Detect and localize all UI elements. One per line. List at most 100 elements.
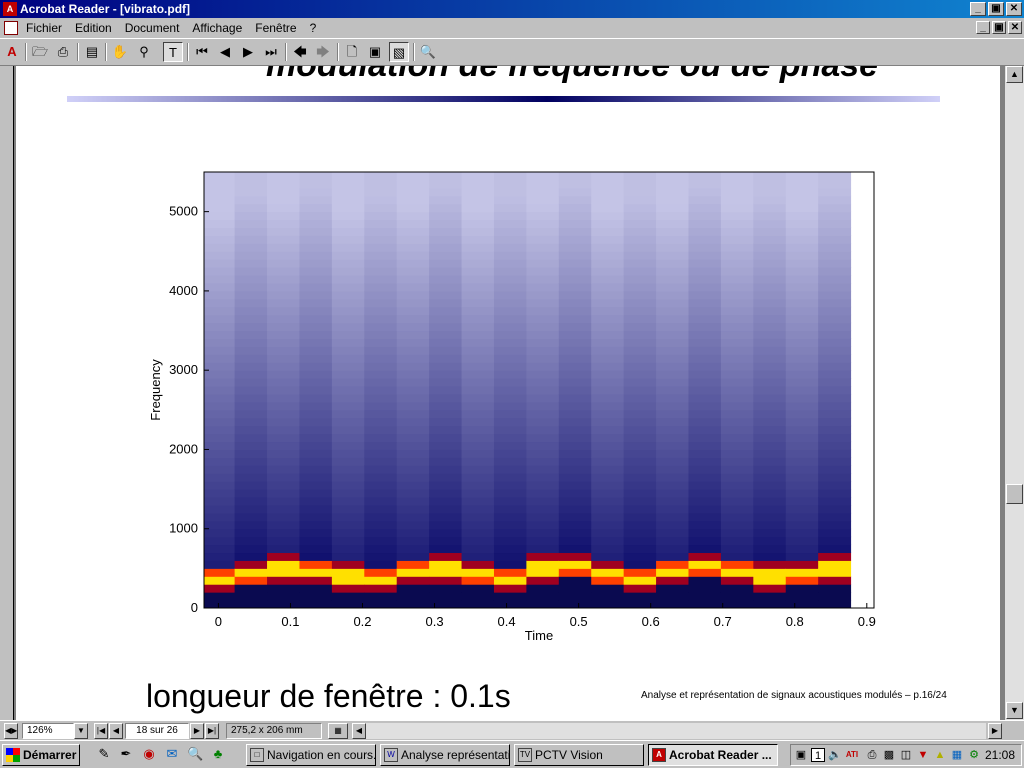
close-button[interactable]: ✕ bbox=[1006, 2, 1022, 16]
browser-icon[interactable]: ◉ bbox=[143, 746, 155, 761]
task-acrobat[interactable]: A Acrobat Reader ... bbox=[648, 744, 778, 766]
text-select-icon[interactable]: T bbox=[163, 42, 183, 62]
speaker-icon[interactable]: 🔈 bbox=[828, 749, 842, 761]
menu-document[interactable]: Document bbox=[124, 21, 180, 35]
heatmap-cell bbox=[623, 584, 657, 593]
hand-tool-icon[interactable]: ✋ bbox=[111, 44, 129, 59]
heatmap-cell bbox=[720, 576, 754, 585]
scroll-thumb[interactable] bbox=[1006, 484, 1023, 504]
acrobat-logo-icon[interactable]: A bbox=[7, 44, 17, 59]
heatmap-cell bbox=[204, 489, 236, 498]
actual-size-icon[interactable]: 🗋 bbox=[346, 44, 358, 59]
heatmap-cell bbox=[591, 465, 625, 474]
heatmap-cell bbox=[234, 481, 268, 490]
doc-restore-button[interactable]: ▣ bbox=[992, 21, 1006, 34]
tool-tray-icon[interactable]: ⚙ bbox=[969, 749, 979, 761]
display-tray-icon[interactable]: ▦ bbox=[951, 749, 963, 761]
heatmap-cell bbox=[623, 449, 657, 458]
heatmap-cell bbox=[234, 600, 268, 609]
drive-icon[interactable]: ◫ bbox=[900, 749, 912, 761]
find-icon[interactable]: 🔍 bbox=[419, 44, 437, 59]
fit-page-icon[interactable]: ▣ bbox=[368, 44, 382, 59]
task-label: PCTV Vision bbox=[535, 748, 603, 762]
next-page-icon[interactable]: ▶ bbox=[243, 44, 253, 59]
zoom-field[interactable]: 126% bbox=[22, 723, 74, 739]
scroll-up-button[interactable]: ▲ bbox=[1006, 66, 1023, 83]
chart-tray-icon[interactable]: ▲ bbox=[934, 749, 946, 761]
prev-page-button[interactable]: ◀ bbox=[109, 723, 123, 739]
menu-help[interactable]: ? bbox=[309, 21, 317, 35]
network-icon[interactable]: ▣ bbox=[795, 749, 807, 761]
monitor-icon[interactable]: ▩ bbox=[883, 749, 895, 761]
heatmap-cell bbox=[753, 187, 787, 197]
menu-fichier[interactable]: Fichier bbox=[26, 21, 63, 35]
heatmap-cell bbox=[591, 172, 625, 181]
task-analyse[interactable]: W Analyse représentati... bbox=[380, 744, 510, 766]
go-forward-icon[interactable]: 🡆 bbox=[316, 44, 330, 59]
heatmap-cell bbox=[753, 330, 787, 339]
document-icon[interactable] bbox=[4, 21, 18, 35]
heatmap-cell bbox=[720, 465, 754, 474]
heatmap-cell bbox=[299, 259, 333, 268]
start-button[interactable]: Démarrer bbox=[2, 744, 80, 766]
zoom-dropdown-button[interactable]: ▼ bbox=[74, 723, 88, 739]
page-indicator[interactable]: 18 sur 26 bbox=[125, 723, 189, 739]
hscroll-left-button[interactable]: ◀ bbox=[352, 723, 366, 739]
doc-close-button[interactable]: ✕ bbox=[1008, 21, 1022, 34]
heatmap-cell bbox=[364, 290, 398, 300]
heatmap-cell bbox=[558, 235, 592, 244]
vertical-scrollbar[interactable]: ▲ ▼ bbox=[1005, 66, 1024, 720]
outlook-icon[interactable]: ✉ bbox=[166, 746, 178, 761]
heatmap-cell bbox=[656, 425, 689, 435]
heatmap-cell bbox=[299, 473, 333, 482]
printer-tray-icon[interactable]: ⎙ bbox=[867, 749, 877, 761]
heatmap-cell bbox=[234, 227, 268, 236]
heatmap-cell bbox=[785, 409, 819, 419]
fit-width-icon[interactable]: ▧ bbox=[389, 42, 409, 62]
navigation-pane-toggle[interactable] bbox=[0, 66, 14, 720]
next-page-button[interactable]: ▶ bbox=[190, 723, 204, 739]
heatmap-cell bbox=[493, 378, 527, 387]
print-icon[interactable]: ⎙ bbox=[57, 44, 69, 59]
hscroll-right-button[interactable]: ▶ bbox=[988, 723, 1002, 739]
previous-page-icon[interactable]: ◀ bbox=[220, 44, 230, 59]
first-page-icon[interactable]: ⏮ bbox=[196, 44, 208, 59]
maximize-button[interactable]: ▣ bbox=[988, 2, 1004, 16]
heatmap-cell bbox=[818, 219, 852, 228]
heatmap-cell bbox=[493, 481, 527, 490]
heatmap-cell bbox=[204, 473, 236, 482]
heatmap-cell bbox=[753, 179, 787, 189]
heatmap-cell bbox=[656, 195, 689, 205]
task-pctv[interactable]: TV PCTV Vision bbox=[514, 744, 644, 766]
zoom-menu-icon[interactable]: ◀▶ bbox=[4, 723, 18, 739]
language-icon[interactable]: 1 bbox=[811, 748, 825, 762]
antivirus-icon[interactable]: ▼ bbox=[917, 749, 929, 761]
clover-icon[interactable]: ♣ bbox=[213, 746, 223, 761]
heatmap-cell bbox=[493, 235, 527, 244]
pen-icon[interactable]: ✒ bbox=[120, 746, 132, 761]
page-only-icon[interactable]: ▤ bbox=[85, 44, 99, 59]
heatmap-cell bbox=[753, 362, 787, 371]
menu-edition[interactable]: Edition bbox=[75, 21, 112, 35]
layout-menu-button[interactable]: ▦ bbox=[328, 723, 348, 739]
task-navigation[interactable]: □ Navigation en cours... bbox=[246, 744, 376, 766]
go-back-icon[interactable]: 🡄 bbox=[293, 44, 307, 59]
ati-icon[interactable]: ATI bbox=[845, 750, 859, 759]
open-folder-icon[interactable]: 🗁 bbox=[31, 44, 49, 59]
heatmap-cell bbox=[656, 393, 689, 403]
edit-icon[interactable]: ✎ bbox=[98, 746, 110, 761]
doc-minimize-button[interactable]: _ bbox=[976, 21, 990, 34]
horizontal-scrollbar[interactable] bbox=[366, 723, 986, 739]
search-icon[interactable]: 🔍 bbox=[187, 746, 204, 761]
heatmap-cell bbox=[299, 576, 333, 585]
first-page-button[interactable]: |◀ bbox=[94, 723, 108, 739]
minimize-button[interactable]: _ bbox=[970, 2, 986, 16]
menu-fenetre[interactable]: Fenêtre bbox=[255, 21, 297, 35]
heatmap-cell bbox=[591, 187, 625, 197]
heatmap-cell bbox=[526, 314, 560, 324]
zoom-tool-icon[interactable]: ⚲ bbox=[139, 44, 149, 59]
last-page-button[interactable]: ▶| bbox=[205, 723, 219, 739]
scroll-down-button[interactable]: ▼ bbox=[1006, 702, 1023, 719]
menu-affichage[interactable]: Affichage bbox=[192, 21, 243, 35]
last-page-icon[interactable]: ⏭ bbox=[265, 44, 277, 59]
